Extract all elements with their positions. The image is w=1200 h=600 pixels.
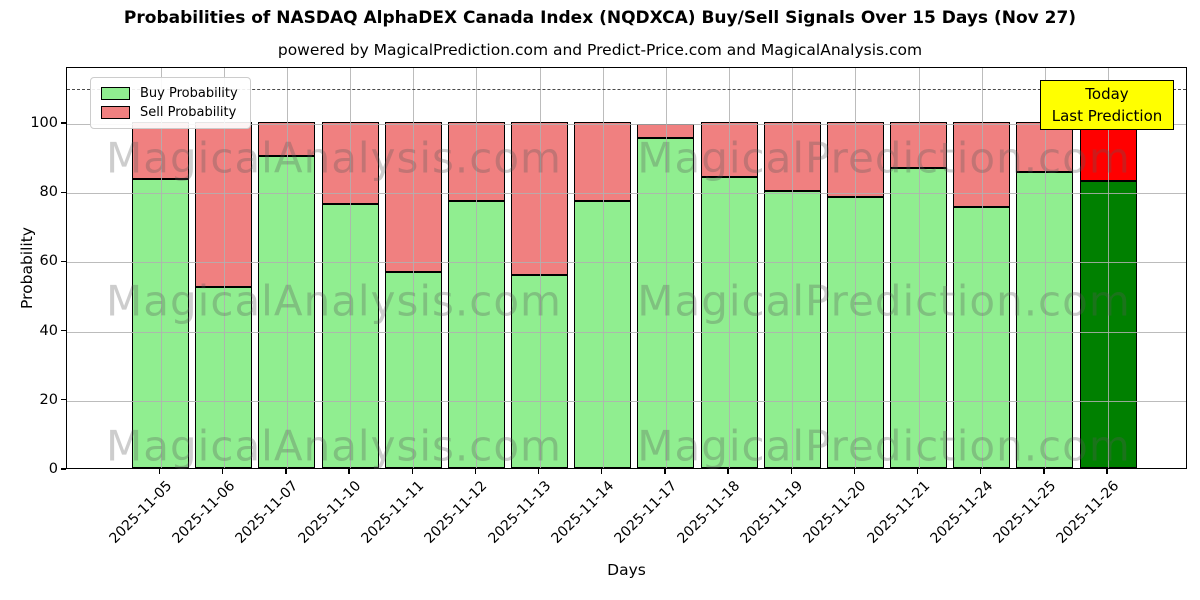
x-tick-label: 2025-11-24 <box>927 478 997 547</box>
x-tick-mark <box>348 469 350 474</box>
x-tick-label: 2025-11-21 <box>863 478 933 547</box>
y-tick-label: 20 <box>39 391 58 408</box>
today-callout-line2: Last Prediction <box>1051 107 1163 125</box>
y-tick-mark <box>61 122 66 124</box>
y-tick-mark <box>61 191 66 193</box>
v-gridline <box>918 68 920 468</box>
y-tick-mark <box>61 399 66 401</box>
x-tick-label: 2025-11-05 <box>105 478 175 547</box>
legend-label-sell: Sell Probability <box>140 105 237 120</box>
x-tick-label: 2025-11-06 <box>169 478 238 547</box>
y-tick-label: 0 <box>48 461 58 477</box>
v-gridline <box>792 68 794 468</box>
legend-item-sell: Sell Probability <box>101 103 238 122</box>
v-gridline <box>350 68 351 468</box>
v-gridline <box>223 68 225 468</box>
x-tick-label: 2025-11-11 <box>358 478 428 547</box>
legend-item-buy: Buy Probability <box>101 84 238 103</box>
h-gridline <box>67 193 1186 195</box>
v-gridline <box>665 68 667 468</box>
today-callout-line1: Today <box>1085 85 1129 103</box>
buy-swatch-icon <box>101 87 130 100</box>
chart-title: Probabilities of NASDAQ AlphaDEX Canada … <box>123 8 1077 28</box>
v-gridline <box>602 68 604 468</box>
legend-label-buy: Buy Probability <box>140 86 238 101</box>
x-tick-mark <box>411 469 413 474</box>
v-gridline <box>981 68 983 468</box>
v-gridline <box>539 68 541 468</box>
v-gridline <box>413 68 415 468</box>
watermark-text: MagicalAnalysis.com <box>106 276 562 326</box>
plot-area: MagicalAnalysis.com MagicalPrediction.com… <box>66 67 1187 471</box>
watermark-text: MagicalPrediction.com <box>637 421 1131 471</box>
h-gridline <box>67 400 1186 402</box>
v-gridline <box>286 68 288 468</box>
h-gridline <box>67 331 1186 333</box>
y-tick-mark <box>61 330 66 332</box>
sell-swatch-icon <box>101 106 130 119</box>
x-tick-label: 2025-11-25 <box>990 478 1060 547</box>
y-tick-mark <box>61 468 66 470</box>
x-tick-label: 2025-11-26 <box>1053 478 1123 547</box>
x-tick-mark <box>222 469 224 474</box>
y-tick-label: 40 <box>39 322 58 339</box>
x-tick-mark <box>790 469 792 474</box>
y-tick-label: 80 <box>39 184 58 201</box>
x-tick-label: 2025-11-17 <box>611 478 681 547</box>
x-tick-label: 2025-11-07 <box>232 478 302 547</box>
v-gridline <box>160 68 162 468</box>
watermark-text: MagicalAnalysis.com <box>106 133 562 183</box>
x-tick-label: 2025-11-20 <box>800 478 870 547</box>
x-tick-mark <box>537 469 540 474</box>
x-tick-mark <box>853 469 856 474</box>
x-tick-mark <box>285 469 287 474</box>
x-axis-label: Days <box>607 561 646 579</box>
x-tick-label: 2025-11-19 <box>737 478 807 547</box>
y-tick-label: 60 <box>39 253 58 270</box>
y-tick-label: 100 <box>30 115 58 131</box>
x-tick-label: 2025-11-13 <box>484 478 554 547</box>
x-tick-mark <box>1043 469 1045 474</box>
v-gridline <box>476 68 478 468</box>
v-gridline <box>1108 68 1110 468</box>
watermark-text: MagicalPrediction.com <box>637 276 1131 326</box>
x-tick-label: 2025-11-10 <box>295 478 365 547</box>
v-gridline <box>729 68 731 468</box>
x-tick-mark <box>474 469 477 474</box>
v-gridline <box>1044 68 1046 468</box>
watermark-text: MagicalPrediction.com <box>637 133 1131 183</box>
y-tick-mark <box>61 260 66 263</box>
x-tick-label: 2025-11-14 <box>548 478 618 547</box>
x-tick-mark <box>916 469 919 474</box>
v-gridline <box>855 68 857 468</box>
h-gridline <box>67 262 1186 264</box>
x-tick-label: 2025-11-12 <box>421 478 491 547</box>
watermark-text: MagicalAnalysis.com <box>106 421 562 471</box>
x-tick-mark <box>664 469 666 474</box>
today-callout: Today Last Prediction <box>1040 80 1174 130</box>
threshold-dashline <box>67 89 1186 91</box>
h-gridline <box>67 124 1186 125</box>
x-tick-mark <box>980 469 982 474</box>
legend: Buy Probability Sell Probability <box>90 77 251 129</box>
x-tick-mark <box>1106 469 1108 474</box>
x-tick-label: 2025-11-18 <box>674 478 744 547</box>
chart-subtitle: powered by MagicalPrediction.com and Pre… <box>277 41 923 59</box>
x-tick-mark <box>158 469 161 474</box>
x-tick-mark <box>727 469 729 474</box>
x-tick-mark <box>601 469 603 474</box>
